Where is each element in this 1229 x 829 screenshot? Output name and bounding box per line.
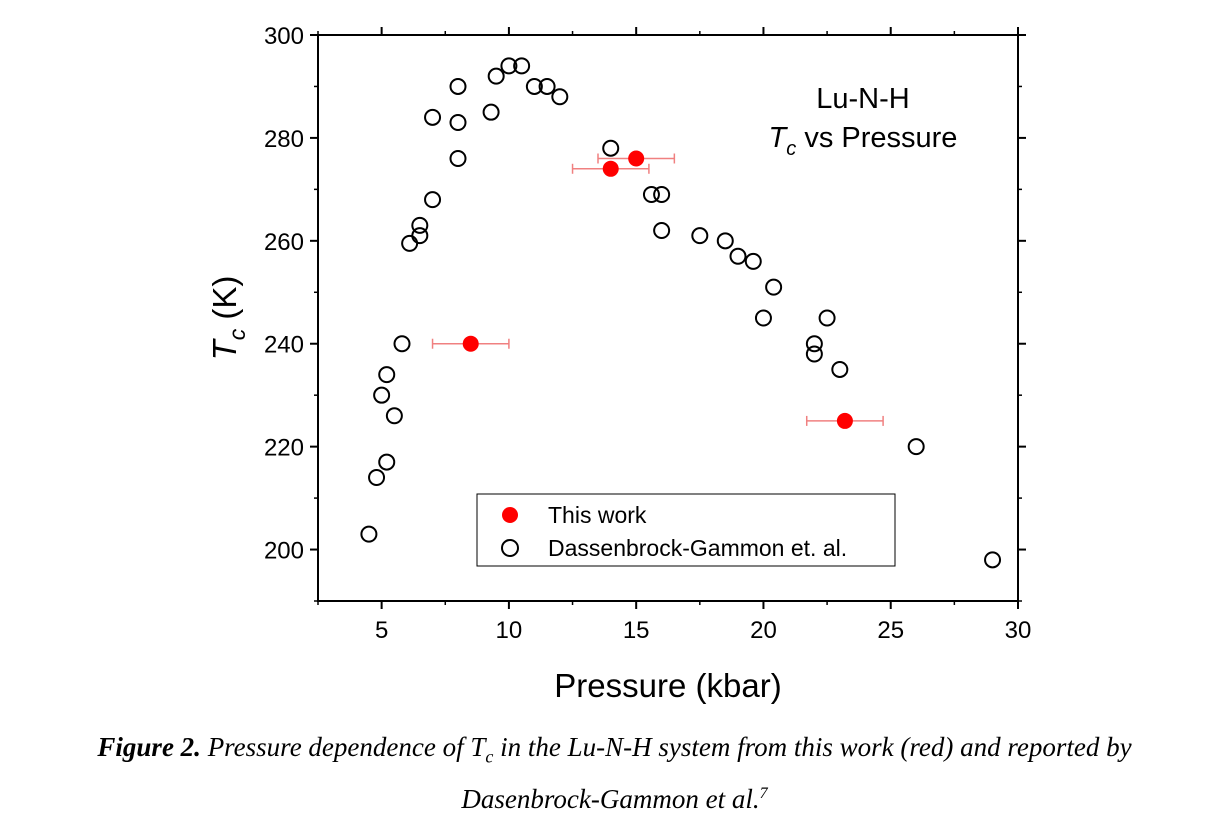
y-tick-label: 300 [264,23,304,50]
caption-reference: 7 [759,785,768,803]
y-axis-label: Tc (K) [206,276,250,361]
dassenbrock-point [691,227,709,245]
legend: This work Dassenbrock-Gammon et. al. [476,493,896,567]
data-points [360,57,1002,569]
chart-title-line2: Tc vs Pressure [769,122,958,160]
legend-marker-this-work [502,507,518,523]
caption-line1: Figure 2. Pressure dependence of Tc in t… [0,728,1229,775]
dassenbrock-point [385,407,403,425]
dassenbrock-point [805,335,823,353]
dassenbrock-point [393,335,411,353]
plot-frame [317,34,1019,602]
dassenbrock-point [500,57,518,75]
dassenbrock-point [513,57,531,75]
x-tick-label: 30 [1005,617,1032,644]
caption-text-b: in the Lu-N-H system from this work (red… [493,732,1132,762]
dassenbrock-point [449,149,467,167]
this-work-point [628,150,645,167]
x-axis-ticks: 5 10 15 20 25 30 [317,27,1032,644]
caption-tc-subscript: c [485,746,494,767]
dassenbrock-point [551,88,569,106]
dassenbrock-point [360,525,378,543]
y-axis-ticks: 200 220 240 260 280 300 [264,23,1026,602]
figure-caption: Figure 2. Pressure dependence of Tc in t… [0,728,1229,818]
dassenbrock-point [411,227,429,245]
dassenbrock-point [907,438,925,456]
y-tick-label: 200 [264,538,304,565]
dassenbrock-point [525,77,543,95]
title-tc-symbol: T [769,122,789,154]
dassenbrock-point [401,234,419,252]
legend-label-this-work: This work [548,502,647,528]
legend-label-dassenbrock: Dassenbrock-Gammon et. al. [548,535,847,561]
x-tick-label: 25 [877,617,904,644]
x-tick-label: 20 [750,617,777,644]
y-tick-label: 260 [264,229,304,256]
dassenbrock-point [754,309,772,327]
dassenbrock-point [818,309,836,327]
dassenbrock-point [449,77,467,95]
legend-box [476,493,896,567]
this-work-point [836,412,853,429]
dassenbrock-point [424,108,442,126]
x-tick-label: 15 [623,617,650,644]
caption-figure-label: Figure 2. [97,732,201,762]
title-rest: vs Pressure [796,122,957,154]
dassenbrock-point [538,77,556,95]
y-tick-label: 220 [264,435,304,462]
dassenbrock-point [373,386,391,404]
ylabel-tc-symbol: T [206,337,243,360]
x-tick-label: 10 [496,617,523,644]
error-bars [431,153,884,426]
y-tick-label: 280 [264,126,304,153]
dassenbrock-point [602,139,620,157]
dassenbrock-point [716,232,734,250]
dassenbrock-point [984,551,1002,569]
dassenbrock-point [642,186,660,204]
dassenbrock-point [424,191,442,209]
caption-tc-symbol: T [470,732,486,762]
x-tick-label: 5 [375,617,388,644]
ylabel-rest: (K) [206,276,243,329]
caption-text-a: Pressure dependence of [200,732,471,762]
dassenbrock-point [411,216,429,234]
dassenbrock-point [378,366,396,384]
dassenbrock-point [744,252,762,270]
dassenbrock-point [487,67,505,85]
this-work-point [462,335,479,352]
dassenbrock-point [378,453,396,471]
dassenbrock-point [482,103,500,121]
legend-marker-dassenbrock [501,539,519,557]
dassenbrock-point [653,222,671,240]
y-tick-label: 240 [264,332,304,359]
dassenbrock-point [653,186,671,204]
caption-line2: Dasenbrock-Gammon et al.7 [0,775,1229,818]
x-axis-label: Pressure (kbar) [554,667,781,704]
dassenbrock-point [368,469,386,487]
tc-vs-pressure-chart: 5 10 15 20 25 30 200 220 240 260 280 300 Lu-N-H Tc… [206,23,1032,704]
dassenbrock-point [805,345,823,363]
dassenbrock-point [729,247,747,265]
this-work-point [602,160,619,177]
dassenbrock-point [831,360,849,378]
chart-title-line1: Lu-N-H [816,83,909,115]
dassenbrock-point [449,113,467,131]
plot-border [317,34,1019,602]
caption-text-c: Dasenbrock-Gammon et al. [461,784,760,815]
dassenbrock-point [765,278,783,296]
title-tc-subscript: c [786,138,796,160]
ylabel-tc-subscript: c [224,328,250,340]
